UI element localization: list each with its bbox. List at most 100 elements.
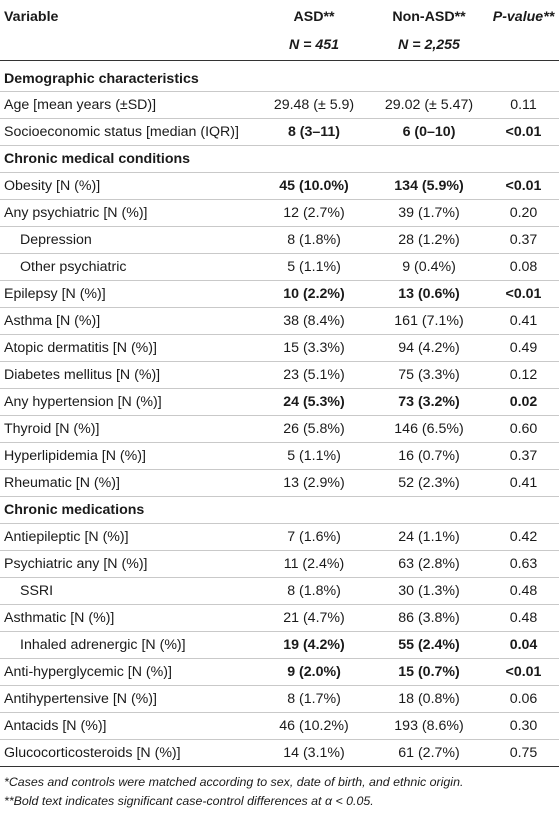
non-asd-value: 28 (1.2%) [370, 226, 488, 254]
table-row: Hyperlipidemia [N (%)] 5 (1.1%) 16 (0.7%) 0… [0, 442, 559, 470]
p-value: 0.30 [488, 712, 559, 740]
section-label: Chronic medical conditions [0, 145, 559, 173]
asd-value: 11 (2.4%) [258, 550, 370, 578]
non-asd-value: 16 (0.7%) [370, 442, 488, 470]
row-label: Anti-hyperglycemic [N (%)] [0, 658, 258, 686]
non-asd-value: 73 (3.2%) [370, 388, 488, 416]
non-asd-value: 6 (0–10) [370, 118, 488, 146]
table-row: Antacids [N (%)] 46 (10.2%) 193 (8.6%) 0.30 [0, 712, 559, 740]
section-row: Chronic medications [0, 496, 559, 524]
non-asd-value: 94 (4.2%) [370, 334, 488, 362]
p-value: <0.01 [488, 172, 559, 200]
header-asd: ASD** [293, 9, 335, 25]
p-value: 0.63 [488, 550, 559, 578]
row-label: Inhaled adrenergic [N (%)] [0, 631, 258, 659]
row-label: Antiepileptic [N (%)] [0, 523, 258, 551]
table-row: Other psychiatric 5 (1.1%) 9 (0.4%) 0.08 [0, 253, 559, 281]
non-asd-value: 39 (1.7%) [370, 199, 488, 227]
row-label: Obesity [N (%)] [0, 172, 258, 200]
p-value: 0.12 [488, 361, 559, 389]
non-asd-value: 86 (3.8%) [370, 604, 488, 632]
p-value: 0.41 [488, 307, 559, 335]
asd-value: 10 (2.2%) [258, 280, 370, 308]
p-value: 0.42 [488, 523, 559, 551]
data-table: Variable ASD** Non-ASD** P-value** N = 4… [0, 0, 559, 766]
non-asd-value: 134 (5.9%) [370, 172, 488, 200]
row-label: Socioeconomic status [median (IQR)] [0, 118, 258, 146]
row-label: Any psychiatric [N (%)] [0, 199, 258, 227]
p-value: 0.20 [488, 199, 559, 227]
section-row: Demographic characteristics [0, 60, 559, 92]
table-row: Glucocorticosteroids [N (%)] 14 (3.1%) 61 … [0, 739, 559, 766]
row-label: Other psychiatric [0, 253, 258, 281]
p-value: <0.01 [488, 658, 559, 686]
table-header: Variable ASD** Non-ASD** P-value** N = 4… [0, 0, 559, 61]
table-bottom-rule [0, 766, 559, 767]
header-variable: Variable [4, 9, 59, 25]
asd-value: 8 (1.7%) [258, 685, 370, 713]
asd-value: 24 (5.3%) [258, 388, 370, 416]
table-row: Any hypertension [N (%)] 24 (5.3%) 73 (3.2… [0, 388, 559, 416]
table-row: Psychiatric any [N (%)] 11 (2.4%) 63 (2.8%… [0, 550, 559, 578]
non-asd-value: 193 (8.6%) [370, 712, 488, 740]
asd-value: 7 (1.6%) [258, 523, 370, 551]
table-row: Socioeconomic status [median (IQR)] 8 (3–… [0, 118, 559, 146]
asd-value: 26 (5.8%) [258, 415, 370, 443]
non-asd-value: 15 (0.7%) [370, 658, 488, 686]
p-value: 0.08 [488, 253, 559, 281]
p-value: <0.01 [488, 280, 559, 308]
table-row: Thyroid [N (%)] 26 (5.8%) 146 (6.5%) 0.60 [0, 415, 559, 443]
asd-value: 8 (1.8%) [258, 226, 370, 254]
non-asd-value: 55 (2.4%) [370, 631, 488, 659]
row-label: Glucocorticosteroids [N (%)] [0, 739, 258, 766]
p-value: 0.48 [488, 577, 559, 605]
p-value: <0.01 [488, 118, 559, 146]
row-label: Antacids [N (%)] [0, 712, 258, 740]
row-label: Antihypertensive [N (%)] [0, 685, 258, 713]
non-asd-value: 24 (1.1%) [370, 523, 488, 551]
asd-value: 38 (8.4%) [258, 307, 370, 335]
p-value: 0.11 [488, 91, 559, 119]
row-label: Thyroid [N (%)] [0, 415, 258, 443]
asd-value: 21 (4.7%) [258, 604, 370, 632]
asd-value: 19 (4.2%) [258, 631, 370, 659]
footnotes: *Cases and controls were matched accordi… [0, 767, 559, 811]
asd-value: 45 (10.0%) [258, 172, 370, 200]
row-label: Psychiatric any [N (%)] [0, 550, 258, 578]
table-row: Any psychiatric [N (%)] 12 (2.7%) 39 (1.7%… [0, 199, 559, 227]
p-value: 0.02 [488, 388, 559, 416]
asd-value: 15 (3.3%) [258, 334, 370, 362]
table-row: Atopic dermatitis [N (%)] 15 (3.3%) 94 (4.… [0, 334, 559, 362]
table-row: Antiepileptic [N (%)] 7 (1.6%) 24 (1.1%) 0.… [0, 523, 559, 551]
p-value: 0.49 [488, 334, 559, 362]
p-value: 0.04 [488, 631, 559, 659]
p-value: 0.06 [488, 685, 559, 713]
header-blank-2 [488, 30, 559, 61]
section-row: Chronic medical conditions [0, 145, 559, 173]
row-label: Asthmatic [N (%)] [0, 604, 258, 632]
row-label: Rheumatic [N (%)] [0, 469, 258, 497]
non-asd-value: 63 (2.8%) [370, 550, 488, 578]
non-asd-value: 52 (2.3%) [370, 469, 488, 497]
section-label: Demographic characteristics [0, 60, 559, 92]
p-value: 0.60 [488, 415, 559, 443]
footnote-1: *Cases and controls were matched accordi… [4, 775, 464, 789]
row-label: Depression [0, 226, 258, 254]
asd-value: 5 (1.1%) [258, 253, 370, 281]
row-label: Any hypertension [N (%)] [0, 388, 258, 416]
header-non-asd: Non-ASD** [392, 9, 466, 25]
p-value: 0.48 [488, 604, 559, 632]
non-asd-value: 161 (7.1%) [370, 307, 488, 335]
section-label: Chronic medications [0, 496, 559, 524]
row-label: SSRI [0, 577, 258, 605]
p-value: 0.75 [488, 739, 559, 766]
row-label: Epilepsy [N (%)] [0, 280, 258, 308]
table-row: Anti-hyperglycemic [N (%)] 9 (2.0%) 15 (0.… [0, 658, 559, 686]
row-label: Atopic dermatitis [N (%)] [0, 334, 258, 362]
row-label: Diabetes mellitus [N (%)] [0, 361, 258, 389]
table-row: Diabetes mellitus [N (%)] 23 (5.1%) 75 (3.… [0, 361, 559, 389]
table-row: Obesity [N (%)] 45 (10.0%) 134 (5.9%) <0.01 [0, 172, 559, 200]
table-row: Asthma [N (%)] 38 (8.4%) 161 (7.1%) 0.41 [0, 307, 559, 335]
table-row: SSRI 8 (1.8%) 30 (1.3%) 0.48 [0, 577, 559, 605]
